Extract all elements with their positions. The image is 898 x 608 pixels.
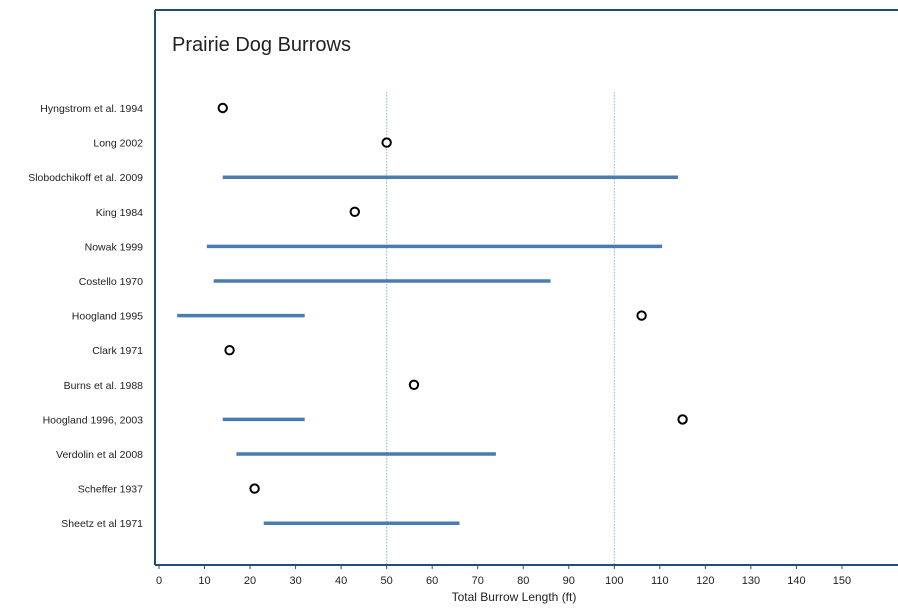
x-tick-label: 40 bbox=[335, 575, 347, 587]
point-marker bbox=[381, 137, 392, 148]
x-tick-label: 100 bbox=[605, 575, 623, 587]
study-label: Nowak 1999 bbox=[85, 241, 144, 253]
point-marker bbox=[217, 102, 228, 114]
study-label: Verdolin et al 2008 bbox=[56, 449, 143, 461]
point-marker bbox=[249, 483, 260, 494]
point-marker bbox=[224, 345, 235, 356]
x-tick-label: 0 bbox=[156, 575, 162, 587]
study-label: Scheffer 1937 bbox=[78, 484, 143, 496]
x-tick-label: 10 bbox=[198, 575, 210, 587]
study-label: Hyngstrom et al. 1994 bbox=[40, 103, 143, 115]
x-tick-label: 50 bbox=[381, 575, 393, 587]
x-tick-label: 90 bbox=[563, 575, 575, 587]
study-label: Costello 1970 bbox=[79, 276, 143, 288]
study-label: Burns et al. 1988 bbox=[64, 380, 144, 392]
study-label: Clark 1971 bbox=[92, 345, 143, 357]
study-label: King 1984 bbox=[96, 207, 143, 219]
point-marker bbox=[636, 310, 647, 321]
x-tick-label: 70 bbox=[472, 575, 484, 587]
x-tick-label: 140 bbox=[787, 575, 805, 587]
x-tick-label: 150 bbox=[833, 575, 851, 587]
x-axis-label: Total Burrow Length (ft) bbox=[452, 590, 577, 604]
study-labels: Hyngstrom et al. 1994 Long 2002 Slobodchik… bbox=[28, 103, 143, 530]
point-marker bbox=[677, 414, 688, 425]
x-axis-ticks: 0 10 20 30 40 50 60 70 80 90 100 110 120 130 140 150 bbox=[156, 565, 851, 587]
x-tick-label: 120 bbox=[696, 575, 714, 587]
data-marks bbox=[177, 102, 688, 525]
x-tick-label: 110 bbox=[651, 575, 669, 587]
x-tick-label: 20 bbox=[244, 575, 256, 587]
reference-lines bbox=[386, 92, 615, 565]
x-tick-label: 30 bbox=[289, 575, 301, 587]
x-tick-label: 80 bbox=[517, 575, 529, 587]
point-marker bbox=[349, 206, 360, 218]
study-label: Hoogland 1995 bbox=[72, 311, 143, 323]
point-marker bbox=[408, 379, 420, 390]
study-label: Long 2002 bbox=[93, 138, 143, 150]
x-tick-label: 60 bbox=[426, 575, 438, 587]
study-label: Slobodchikoff et al. 2009 bbox=[28, 172, 143, 184]
chart-title: Prairie Dog Burrows bbox=[172, 34, 351, 56]
study-label: Sheetz et al 1971 bbox=[61, 518, 143, 530]
x-tick-label: 130 bbox=[742, 575, 760, 587]
study-label: Hoogland 1996, 2003 bbox=[43, 414, 144, 426]
